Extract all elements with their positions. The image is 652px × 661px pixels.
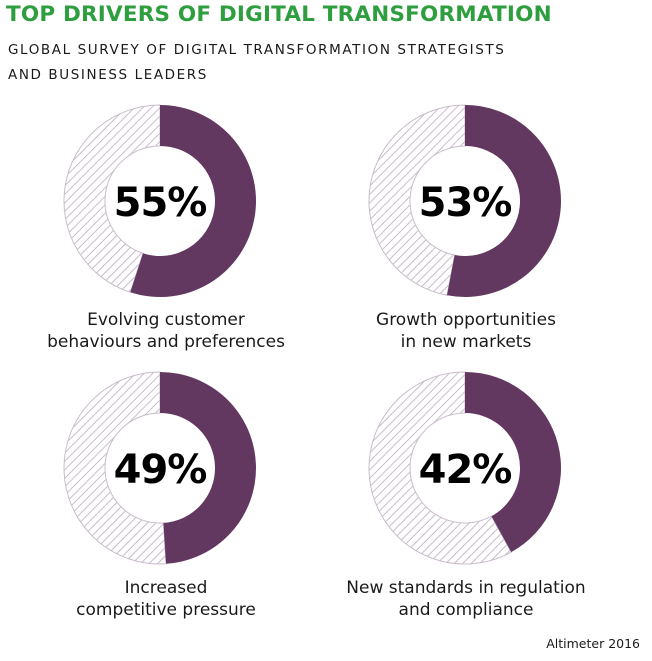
- chart-subtitle: GLOBAL SURVEY OF DIGITAL TRANSFORMATION …: [8, 38, 568, 88]
- source-note: Altimeter 2016: [546, 636, 640, 651]
- donut-chart-1: 55%: [63, 104, 256, 297]
- donut-percentage-label: 49%: [114, 447, 207, 493]
- donut-percentage-label: 42%: [419, 447, 512, 493]
- subtitle-line: AND BUSINESS LEADERS: [8, 67, 208, 83]
- donut-caption-3: Increased competitive pressure: [16, 577, 316, 621]
- caption-line: competitive pressure: [76, 600, 256, 620]
- donut-value-segment: [130, 105, 256, 297]
- chart-title: TOP DRIVERS OF DIGITAL TRANSFORMATION: [6, 2, 552, 27]
- donut-chart-2: 53%: [368, 104, 561, 297]
- caption-line: Increased: [124, 578, 208, 598]
- caption-line: New standards in regulation: [346, 578, 586, 598]
- donut-value-segment: [160, 372, 256, 564]
- donut-caption-4: New standards in regulation and complian…: [316, 577, 616, 621]
- donut-remainder-segment: [63, 371, 167, 565]
- donut-remainder-segment: [63, 104, 161, 293]
- caption-line: Growth opportunities: [376, 310, 556, 330]
- caption-line: behaviours and preferences: [47, 332, 285, 352]
- caption-line: and compliance: [398, 600, 534, 620]
- donut-value-segment: [465, 372, 561, 553]
- donut-percentage-label: 53%: [419, 180, 512, 226]
- caption-line: Evolving customer: [87, 310, 245, 330]
- subtitle-line: GLOBAL SURVEY OF DIGITAL TRANSFORMATION …: [8, 42, 506, 58]
- donut-remainder-segment: [368, 371, 512, 565]
- donut-caption-1: Evolving customer behaviours and prefere…: [16, 309, 316, 353]
- donut-percentage-label: 55%: [114, 180, 207, 226]
- caption-line: in new markets: [400, 332, 532, 352]
- donut-remainder-segment: [368, 104, 466, 296]
- donut-chart-3: 49%: [63, 371, 256, 565]
- donut-value-segment: [447, 105, 561, 297]
- donut-caption-2: Growth opportunities in new markets: [316, 309, 616, 353]
- donut-chart-4: 42%: [368, 371, 561, 565]
